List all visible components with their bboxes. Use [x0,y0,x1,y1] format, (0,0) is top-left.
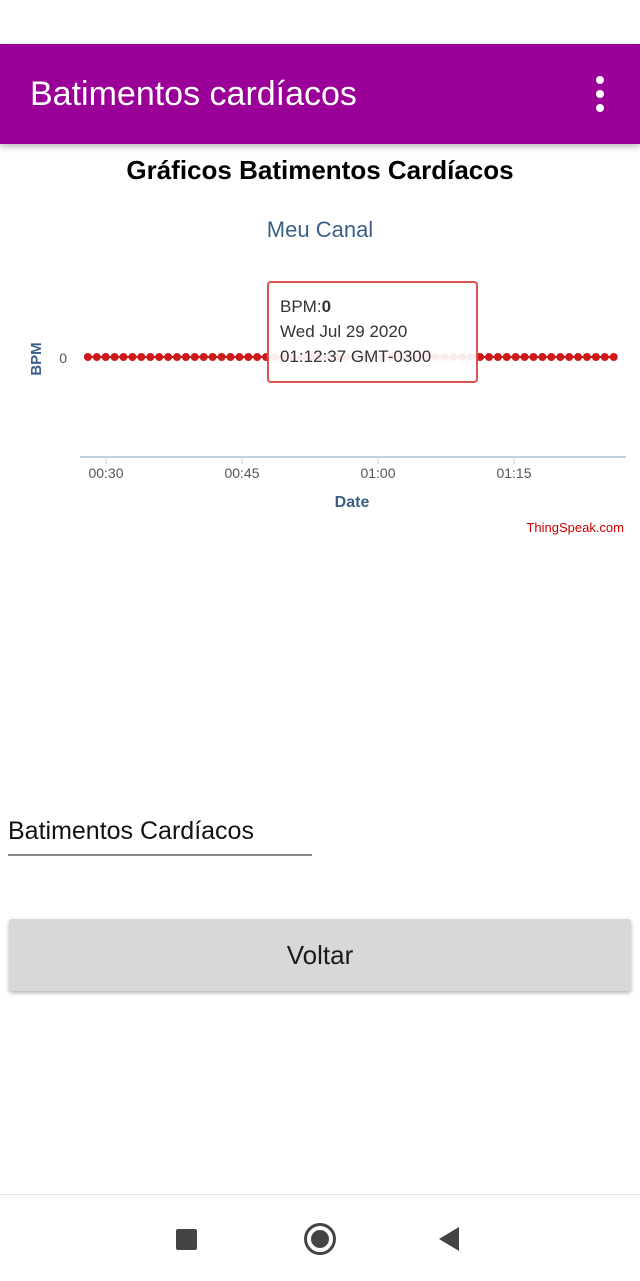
more-vert-icon[interactable] [584,76,616,112]
data-point[interactable] [92,353,101,361]
data-point[interactable] [173,353,181,361]
data-point[interactable] [155,353,164,361]
data-point[interactable] [235,353,244,361]
square-recents-icon[interactable] [176,1229,197,1250]
data-point[interactable] [208,353,217,361]
x-tick-label: 00:45 [224,465,259,481]
tooltip: BPM:0 Wed Jul 29 2020 01:12:37 GMT-0300 [267,281,478,383]
data-point[interactable] [199,353,208,361]
data-point[interactable] [520,353,529,361]
tooltip-time: 01:12:37 GMT-0300 [280,347,431,366]
x-axis-label: Date [335,494,370,511]
tooltip-box [267,281,478,383]
data-point[interactable] [253,353,262,361]
chart-svg: Meu Canal BPM 0 00:30 00:45 01:00 01:15 Dat… [28,217,626,535]
chart-credit[interactable]: ThingSpeak.com [526,520,624,535]
data-point[interactable] [600,353,609,361]
data-point[interactable] [609,353,618,361]
page-title: Gráficos Batimentos Cardíacos [126,155,514,185]
data-point[interactable] [217,353,226,361]
data-point[interactable] [591,353,600,361]
data-point[interactable] [547,353,556,361]
back-button[interactable]: Voltar [9,919,631,991]
data-point[interactable] [181,353,190,361]
data-point[interactable] [485,353,493,361]
data-point[interactable] [493,353,502,361]
data-point[interactable] [529,353,538,361]
menu-dot [596,104,604,112]
data-point[interactable] [511,353,520,361]
x-tick-label: 01:15 [496,465,531,481]
y-tick-label: 0 [59,350,67,366]
circle-home-icon[interactable] [304,1223,336,1255]
status-bar [0,0,640,44]
data-point[interactable] [83,353,92,361]
menu-dot [596,76,604,84]
triangle-back-icon[interactable] [439,1227,459,1251]
tooltip-label: BPM: [280,297,322,316]
tooltip-date: Wed Jul 29 2020 [280,322,407,341]
data-point[interactable] [110,353,119,361]
data-point[interactable] [146,353,155,361]
data-point[interactable] [128,353,137,361]
tooltip-line-bpm: BPM:0 [280,297,331,316]
text-input[interactable] [8,808,312,856]
data-point[interactable] [574,353,583,361]
chart-title: Meu Canal [267,217,373,242]
data-point[interactable] [190,353,199,361]
data-point[interactable] [137,353,146,361]
data-point[interactable] [538,353,547,361]
data-point[interactable] [556,353,565,361]
navigation-bar [0,1194,640,1281]
data-point[interactable] [101,353,110,361]
x-tick-label: 01:00 [360,465,395,481]
data-point[interactable] [565,353,574,361]
data-point[interactable] [164,353,173,361]
data-point[interactable] [226,353,235,361]
data-point[interactable] [583,353,591,361]
tooltip-value: 0 [322,297,331,316]
app-title: Batimentos cardíacos [30,75,357,113]
x-ticks: 00:30 00:45 01:00 01:15 [88,457,532,481]
x-tick-label: 00:30 [88,465,123,481]
app-bar: Batimentos cardíacos [0,44,640,144]
data-point[interactable] [119,353,128,361]
data-point[interactable] [502,353,511,361]
menu-dot [596,90,604,98]
bpm-chart: Meu Canal BPM 0 00:30 00:45 01:00 01:15 Dat… [0,200,640,545]
data-point[interactable] [244,353,253,361]
y-axis-label: BPM [28,342,45,375]
